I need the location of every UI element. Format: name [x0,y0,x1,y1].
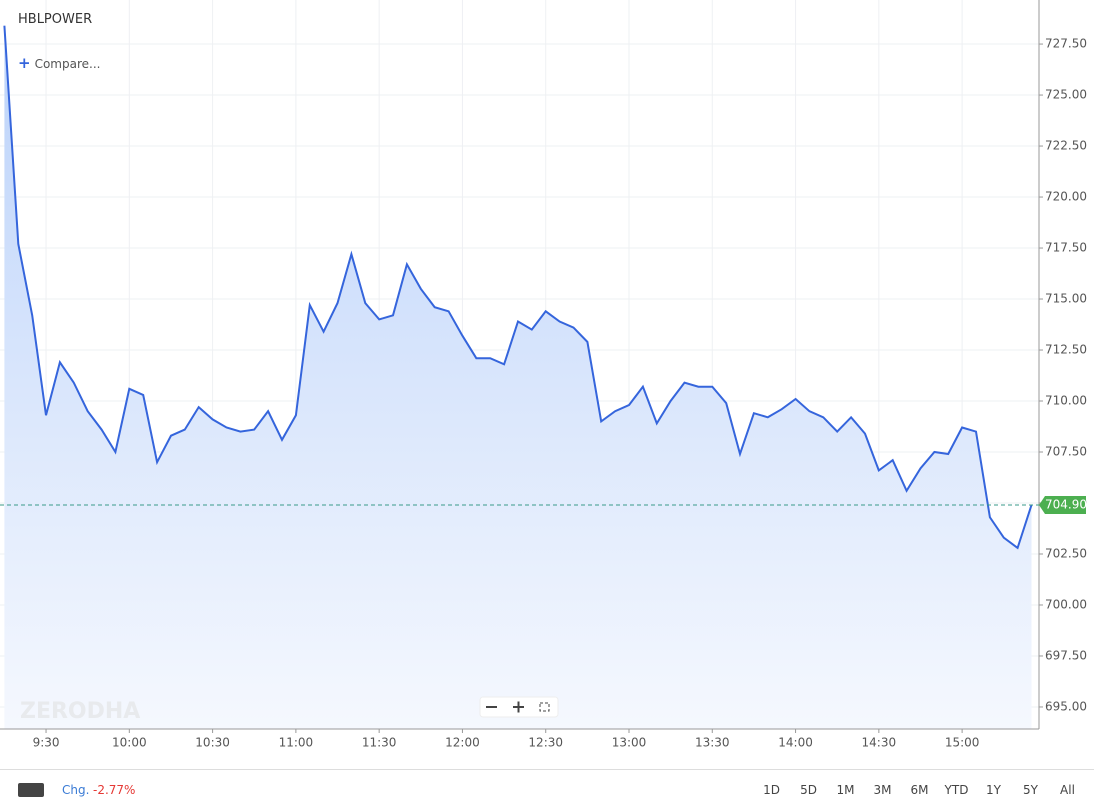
x-tick-label: 11:30 [362,736,397,750]
change-value: -2.77% [93,783,136,797]
watermark: ZERODHA [20,699,140,724]
x-tick-label: 10:30 [195,736,230,750]
change-label: Chg. [62,783,90,797]
x-tick-label: 13:30 [695,736,730,750]
y-tick-label: 722.50 [1045,139,1087,153]
symbol: HBLPOWER [18,12,93,27]
y-tick-label: 715.00 [1045,292,1087,306]
range-button[interactable]: 5D [800,783,817,797]
y-tick-label: 720.00 [1045,190,1087,204]
keyboard-icon[interactable] [18,783,44,797]
range-button[interactable]: 5Y [1023,783,1038,797]
y-tick-label: 727.50 [1045,37,1087,51]
last-price-label: 704.90 [1045,498,1087,512]
x-tick-label: 14:00 [778,736,813,750]
last-price-tag [1039,496,1086,515]
x-tick-label: 13:00 [612,736,647,750]
y-tick-label: 725.00 [1045,88,1087,102]
y-tick-label: 712.50 [1045,343,1087,357]
footer: Chg. -2.77% 1D 5D 1M 3M 6M YTD 1Y 5Y All [0,769,1094,811]
x-tick-label: 12:00 [445,736,480,750]
compare-label[interactable]: Compare... [34,57,101,71]
compare-button[interactable]: + Compare... [18,54,101,72]
price-line [3,25,1033,550]
range-button[interactable]: 1D [763,783,780,797]
area [4,25,1032,729]
range-button[interactable]: 3M [873,783,892,797]
range-button[interactable]: 6M [910,783,929,797]
y-tick-label: 710.00 [1045,394,1087,408]
range-buttons: 1D 5D 1M 3M 6M YTD 1Y 5Y All [753,783,1086,797]
y-tick-label: 700.00 [1045,597,1087,611]
chart: ZERODHA 695.00697.50700.00702.50705.0070… [0,0,1087,750]
zoom-controls[interactable] [479,696,559,718]
y-tick-label: 695.00 [1045,699,1087,713]
x-tick-label: 9:30 [33,736,60,750]
x-tick-label: 14:30 [862,736,897,750]
range-button[interactable]: YTD [944,783,969,797]
x-tick-label: 10:00 [112,736,147,750]
range-button[interactable]: 1M [836,783,855,797]
x-tick-label: 11:00 [279,736,314,750]
y-tick-label: 707.50 [1045,445,1087,459]
y-tick-label: 717.50 [1045,241,1087,255]
x-tick-label: 15:00 [945,736,980,750]
x-tick-label: 12:30 [528,736,563,750]
range-button[interactable]: All [1060,783,1075,797]
y-tick-label: 697.50 [1045,648,1087,662]
y-tick-label: 702.50 [1045,546,1087,560]
range-button[interactable]: 1Y [986,783,1001,797]
